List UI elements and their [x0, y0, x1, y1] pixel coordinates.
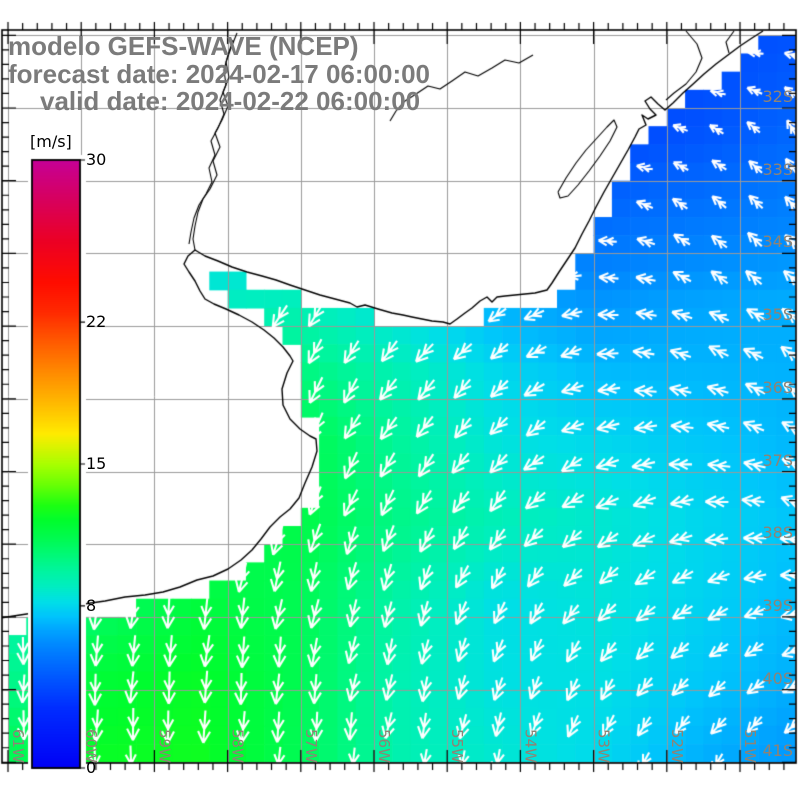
title-valid-date: valid date: 2024-02-22 06:00:00 [40, 86, 421, 116]
lon-label-51w: 51W [741, 729, 759, 763]
lat-label-37s: 37S [762, 450, 793, 470]
lon-label-53w: 53W [594, 729, 613, 763]
title-forecast-date: forecast date: 2024-02-17 06:00:00 [8, 59, 431, 89]
lat-label-39s: 39S [762, 595, 793, 615]
lon-label-60w: 60W [82, 729, 101, 763]
lon-label-59w: 59W [155, 729, 174, 763]
lon-label-55w: 55W [448, 729, 467, 763]
lat-label-38s: 38S [762, 523, 793, 543]
title-model: modelo GEFS-WAVE (NCEP) [8, 31, 359, 61]
colorbar-unit-label: [m/s] [30, 132, 72, 151]
lon-label-54w: 54W [521, 729, 540, 763]
lat-label-32s: 32S [762, 87, 793, 106]
lat-label-40s: 40S [762, 668, 793, 688]
colorbar-tick-8: 8 [86, 595, 97, 615]
colorbar-tick-22: 22 [86, 312, 107, 332]
lon-label-52w: 52W [667, 729, 686, 763]
lon-label-56w: 56W [375, 729, 393, 763]
lat-label-41s: 41S [762, 741, 793, 761]
lon-label-58w: 58W [228, 729, 247, 763]
lat-label-34s: 34S [762, 232, 793, 252]
lon-label-61w: 61W [9, 729, 27, 763]
lat-label-35s: 35S [762, 305, 793, 325]
lon-label-57w: 57W [301, 729, 320, 763]
lat-label-33s: 33S [762, 159, 793, 179]
colorbar-tick-15: 15 [86, 454, 107, 473]
lat-label-36s: 36S [762, 377, 793, 397]
colorbar-tick-30: 30 [86, 150, 107, 169]
colorbar-tick-0: 0 [86, 758, 97, 777]
